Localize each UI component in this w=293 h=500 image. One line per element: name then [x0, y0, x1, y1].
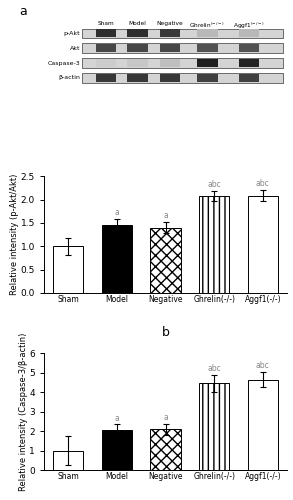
Bar	[160, 74, 180, 82]
Text: a: a	[163, 211, 168, 220]
Bar	[158, 59, 182, 67]
Bar	[53, 450, 83, 470]
Bar	[195, 59, 219, 67]
Bar	[96, 30, 116, 38]
Bar	[248, 380, 278, 470]
Bar	[94, 59, 118, 67]
Text: b: b	[162, 326, 169, 338]
Bar	[199, 384, 229, 470]
Bar	[236, 74, 261, 82]
Bar	[160, 44, 180, 52]
Bar	[197, 59, 218, 67]
Text: Negative: Negative	[156, 21, 183, 26]
Bar	[125, 59, 150, 67]
Bar	[82, 58, 284, 68]
Text: abc: abc	[207, 364, 221, 373]
Bar	[239, 30, 259, 38]
Text: Ghrelin$^{(-/-)}$: Ghrelin$^{(-/-)}$	[189, 21, 225, 30]
Bar	[197, 30, 218, 38]
Bar	[160, 30, 180, 38]
Bar	[236, 30, 261, 38]
Bar	[125, 74, 150, 82]
Bar	[158, 74, 182, 82]
Bar	[195, 74, 219, 82]
Bar	[158, 44, 182, 52]
Bar	[127, 30, 148, 38]
Bar	[160, 59, 180, 67]
Bar	[125, 44, 150, 52]
Bar	[195, 30, 219, 38]
Text: a: a	[163, 413, 168, 422]
Text: Akt: Akt	[70, 46, 80, 51]
Text: p-Akt: p-Akt	[64, 31, 80, 36]
Bar	[239, 44, 259, 52]
Text: a: a	[20, 5, 27, 18]
Bar	[125, 30, 150, 38]
Bar	[82, 73, 284, 83]
Text: β-actin: β-actin	[59, 76, 80, 80]
Bar	[94, 30, 118, 38]
Bar	[82, 28, 284, 38]
Bar	[96, 74, 116, 82]
Text: abc: abc	[256, 361, 270, 370]
Text: a: a	[115, 414, 119, 422]
Bar	[94, 74, 118, 82]
Bar	[82, 44, 284, 53]
Text: abc: abc	[207, 180, 221, 190]
Bar	[94, 44, 118, 52]
Text: Aggf1$^{(-/-)}$: Aggf1$^{(-/-)}$	[233, 21, 265, 32]
Bar	[102, 225, 132, 293]
Y-axis label: Relative intensity (Caspase-3/β-actin): Relative intensity (Caspase-3/β-actin)	[19, 332, 28, 491]
Bar	[197, 74, 218, 82]
Bar	[239, 74, 259, 82]
Bar	[127, 44, 148, 52]
Bar	[127, 74, 148, 82]
Bar	[151, 429, 180, 470]
Bar	[96, 44, 116, 52]
Bar	[53, 246, 83, 293]
Bar	[197, 44, 218, 52]
Bar	[102, 430, 132, 470]
Bar	[199, 196, 229, 293]
Bar	[236, 44, 261, 52]
Text: Caspase-3: Caspase-3	[48, 60, 80, 66]
Bar	[239, 59, 259, 67]
Bar	[195, 44, 219, 52]
Y-axis label: Relative intensity (p-Akt/Akt): Relative intensity (p-Akt/Akt)	[10, 174, 19, 296]
Bar	[127, 59, 148, 67]
Text: Model: Model	[129, 21, 146, 26]
Text: abc: abc	[256, 180, 270, 188]
Bar	[158, 30, 182, 38]
Bar	[151, 228, 180, 293]
Bar	[236, 59, 261, 67]
Text: Sham: Sham	[98, 21, 114, 26]
Bar	[248, 196, 278, 293]
Text: a: a	[115, 208, 119, 218]
Bar	[96, 59, 116, 67]
